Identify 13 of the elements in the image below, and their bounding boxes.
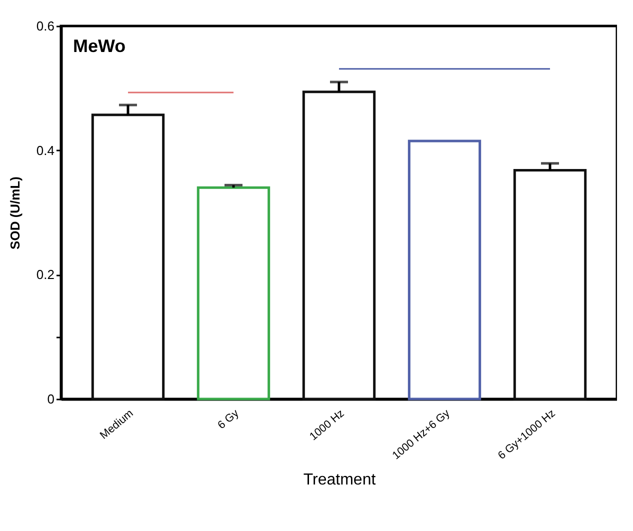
- text: MeWo: [73, 36, 126, 56]
- y-tick-label: 0: [47, 392, 54, 406]
- x-axis-title: Treatment: [303, 471, 376, 488]
- y-tick-label: 0.4: [36, 142, 54, 158]
- bar: [513, 168, 587, 400]
- bar: [91, 114, 165, 400]
- bar: [302, 90, 376, 400]
- bar: [408, 140, 482, 400]
- y-tick-label: 0.6: [36, 18, 54, 34]
- y-axis-title: SOD (U/mL): [7, 176, 22, 250]
- x-tick-label: 6 Gy: [216, 407, 242, 432]
- y-tick-label: 0.2: [36, 267, 54, 282]
- bar: [196, 186, 270, 400]
